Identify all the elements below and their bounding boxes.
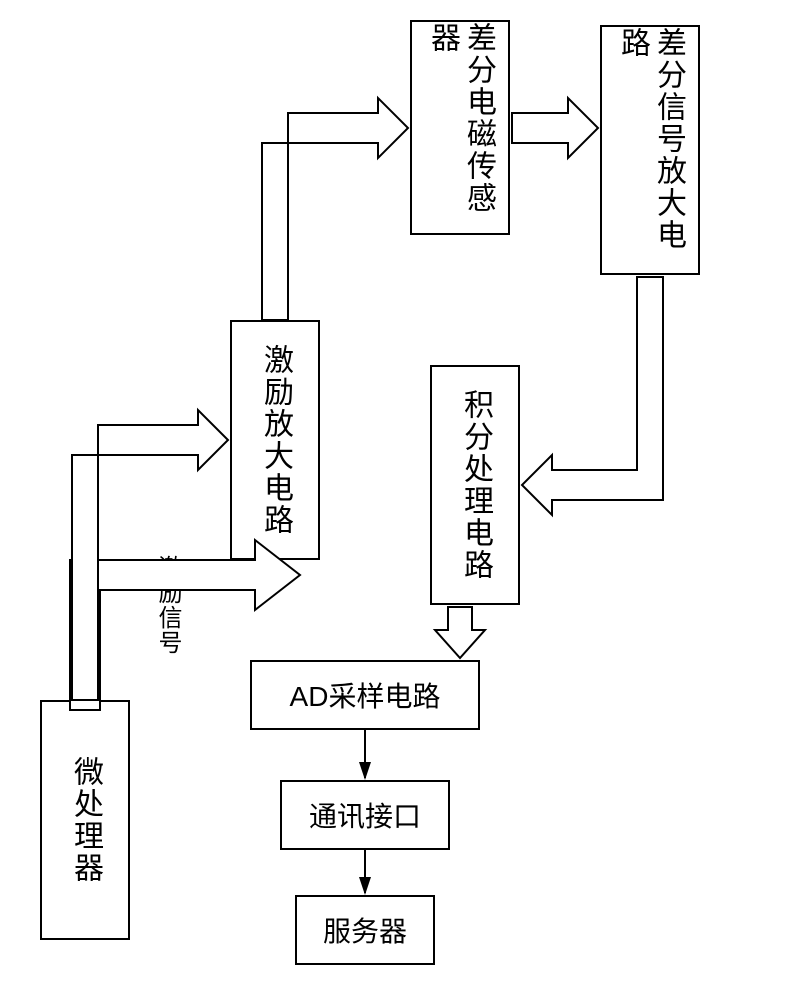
- arrow-ad-to-comm: [0, 0, 788, 1000]
